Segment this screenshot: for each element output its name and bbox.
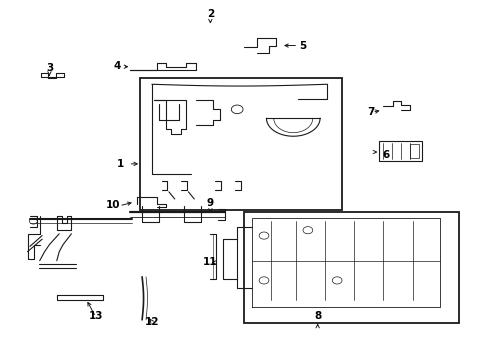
Text: 11: 11 bbox=[203, 257, 217, 267]
Text: 9: 9 bbox=[206, 198, 213, 208]
Bar bbox=[140, 78, 341, 211]
Text: 12: 12 bbox=[144, 317, 159, 327]
Text: 7: 7 bbox=[367, 107, 374, 117]
Text: 2: 2 bbox=[206, 9, 214, 19]
Bar bbox=[409, 144, 418, 158]
Text: 6: 6 bbox=[382, 150, 389, 160]
Text: 8: 8 bbox=[313, 311, 321, 321]
Text: 1: 1 bbox=[116, 159, 123, 169]
Text: 3: 3 bbox=[46, 63, 53, 73]
Text: 10: 10 bbox=[105, 200, 120, 210]
Bar bbox=[244, 212, 458, 323]
Bar bbox=[378, 140, 422, 161]
Text: 4: 4 bbox=[113, 61, 120, 71]
Text: 13: 13 bbox=[88, 311, 103, 321]
Text: 5: 5 bbox=[299, 41, 306, 50]
